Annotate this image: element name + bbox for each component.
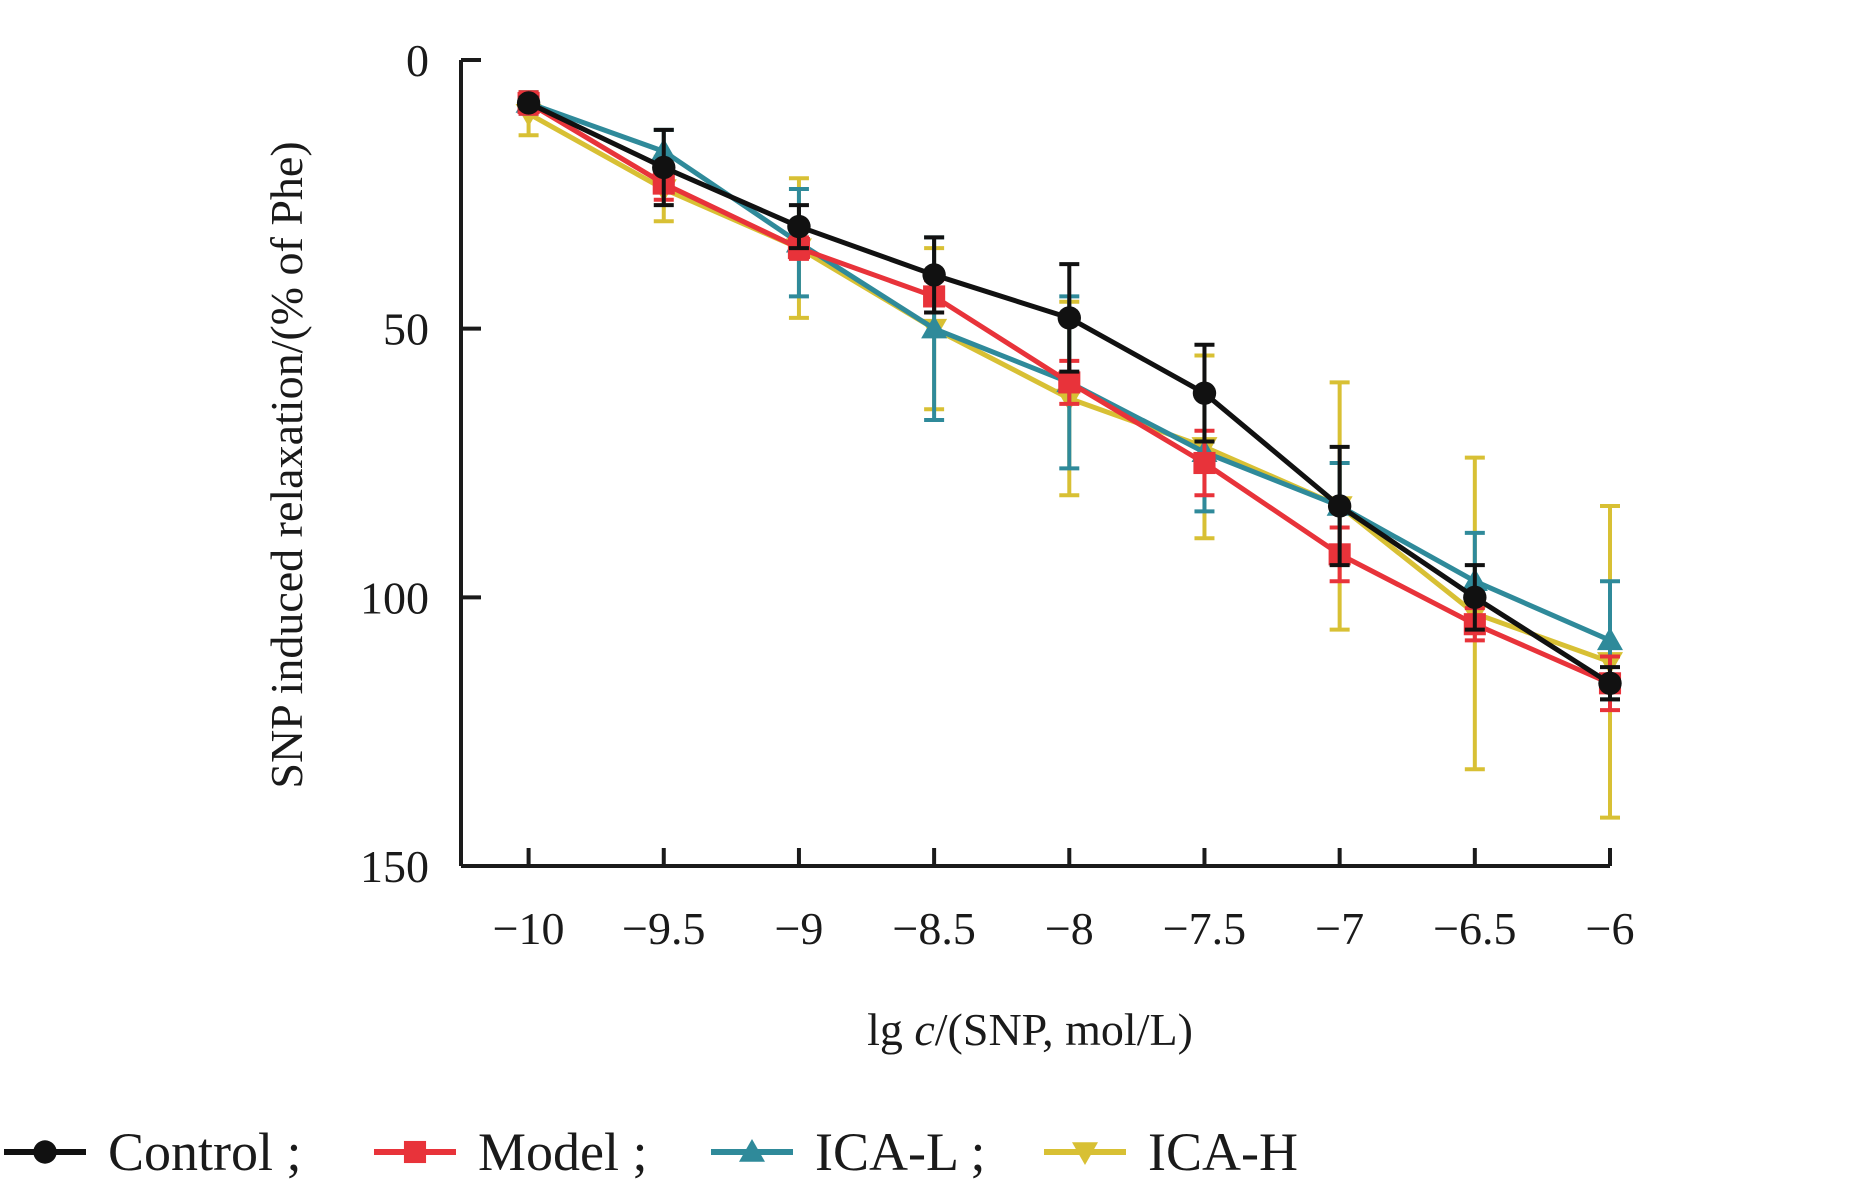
legend-label-model: Model ;: [478, 1122, 648, 1182]
x-tick-label: −7: [1315, 903, 1364, 954]
series-control: [516, 91, 1622, 702]
marker-triangle-down: [1072, 1142, 1098, 1165]
legend-item-control: Control ;: [4, 1122, 302, 1182]
marker-circle: [1598, 671, 1622, 696]
y-tick-label: 100: [360, 572, 429, 623]
x-tick-label: −6.5: [1433, 903, 1516, 954]
legend-item-ica-h: ICA-H: [1044, 1122, 1298, 1182]
marker-circle: [33, 1140, 57, 1164]
y-axis-title: SNP induced relaxation/(% of Phe): [261, 141, 312, 788]
axes: [459, 60, 1610, 868]
x-axis-title-prefix: lg: [867, 1004, 914, 1055]
legend-label-ica-h: ICA-H: [1148, 1122, 1298, 1182]
marker-circle: [787, 214, 811, 239]
legend-label-control: Control ;: [108, 1122, 302, 1182]
x-axis-title-suffix: /(SNP, mol/L): [935, 1004, 1193, 1055]
marker-triangle-up: [739, 1139, 765, 1162]
x-ticks: −10 −9.5 −9 −8.5 −8 −7.5 −7 −6.5 −6: [493, 848, 1635, 954]
x-tick-label: −9: [774, 903, 823, 954]
marker-triangle-up: [921, 315, 948, 339]
series-layer: [515, 89, 1623, 820]
marker-square: [1058, 371, 1081, 394]
marker-circle: [652, 155, 676, 180]
x-tick-label: −6: [1586, 903, 1635, 954]
x-tick-label: −10: [493, 903, 565, 954]
marker-triangle-up: [1597, 627, 1623, 651]
x-tick-label: −8.5: [892, 903, 975, 954]
x-tick-label: −8: [1045, 903, 1094, 954]
x-axis-title-variable: c: [914, 1004, 934, 1055]
marker-circle: [1463, 585, 1487, 610]
marker-circle: [516, 91, 541, 115]
x-tick-label: −7.5: [1163, 903, 1246, 954]
x-axis-title: lg c/(SNP, mol/L): [867, 1004, 1193, 1055]
legend: Control ; Model ; ICA-L ; ICA-H: [4, 1122, 1298, 1182]
series-model: [517, 90, 1622, 713]
y-tick-label: 0: [406, 35, 429, 86]
marker-square: [403, 1140, 427, 1164]
marker-circle: [1327, 494, 1352, 518]
marker-circle: [922, 263, 946, 287]
x-tick-label: −9.5: [622, 903, 705, 954]
marker-circle: [1057, 306, 1081, 330]
y-tick-label: 50: [383, 304, 429, 355]
legend-item-model: Model ;: [374, 1122, 648, 1182]
y-tick-label: 150: [360, 841, 429, 892]
marker-circle: [1192, 381, 1217, 405]
y-ticks: 0 50 100 150: [360, 35, 481, 892]
marker-square: [1193, 451, 1216, 475]
legend-label-ica-l: ICA-L ;: [815, 1122, 985, 1182]
legend-item-ica-l: ICA-L ;: [711, 1122, 985, 1182]
